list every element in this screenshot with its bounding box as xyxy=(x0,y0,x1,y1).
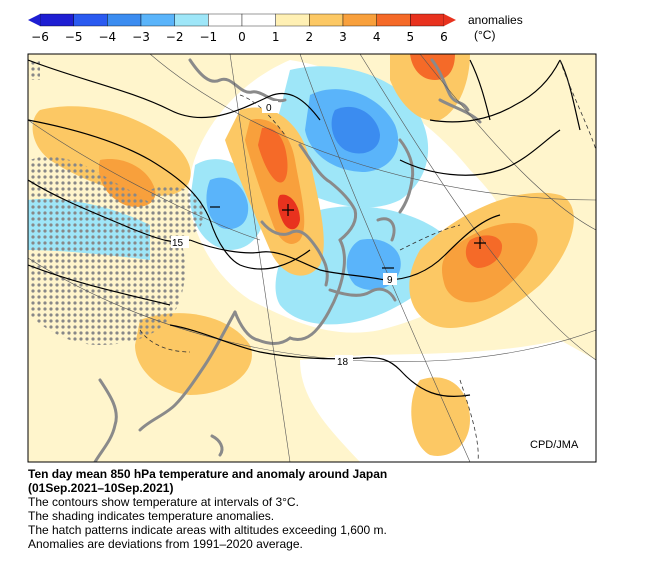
caption-line-shading: The shading indicates temperature anomal… xyxy=(28,509,275,523)
warm-anomaly-korea-peak xyxy=(277,194,300,230)
caption-line-baseline: Anomalies are deviations from 1991–2020 … xyxy=(28,537,303,551)
cold-anomaly-north-center xyxy=(331,106,380,154)
contour-labels: 0 9 15 18 xyxy=(171,101,397,368)
colorbar-right-arrow xyxy=(444,14,456,26)
contour-label-0: 0 xyxy=(266,103,272,114)
colorbar-left-arrow xyxy=(28,14,40,26)
colorbar-tick-label: −4 xyxy=(98,30,117,44)
contour-label-9: 9 xyxy=(387,275,393,286)
caption-period: (01Sep.2021–10Sep.2021) xyxy=(28,481,174,495)
colorbar-tick-label: 4 xyxy=(372,30,381,44)
colorbar-tick-label: 2 xyxy=(305,30,314,44)
anomaly-colorbar xyxy=(28,13,456,27)
colorbar-tick-label: 5 xyxy=(406,30,415,44)
caption: Ten day mean 850 hPa temperature and ano… xyxy=(28,467,628,551)
highland-hatch-north xyxy=(28,60,40,80)
colorbar-tick-label: −5 xyxy=(64,30,83,44)
warm-center-marker xyxy=(282,204,294,216)
colorbar-tick-label: −3 xyxy=(132,30,150,44)
temperature-contours-dashed xyxy=(139,59,596,462)
map-frame xyxy=(27,53,597,463)
cold-anomaly-manchuria-core xyxy=(206,177,249,230)
warm-center-marker-pacific xyxy=(474,237,486,249)
colorbar-tick-label: 3 xyxy=(339,30,347,44)
warm-anomaly-mongolia xyxy=(32,106,191,196)
highland-hatch-tibet xyxy=(30,156,186,345)
colorbar-tick-label: 6 xyxy=(440,30,448,44)
contour-label-15: 15 xyxy=(172,238,184,249)
caption-line-hatch: The hatch patterns indicate areas with a… xyxy=(28,523,387,537)
contour-label-18: 18 xyxy=(337,357,349,368)
graticule xyxy=(28,54,596,462)
anomaly-map: 0 9 15 18 xyxy=(27,53,597,463)
caption-title: Ten day mean 850 hPa temperature and ano… xyxy=(28,467,388,481)
warm-anomaly-korea-core xyxy=(258,127,288,183)
caption-line-contours: The contours show temperature at interva… xyxy=(28,495,299,509)
coastlines xyxy=(93,58,482,462)
colorbar-tick-label: 0 xyxy=(238,30,246,44)
legend-unit: (°C) xyxy=(474,28,496,42)
colorbar-tick-label: −1 xyxy=(199,30,218,44)
colorbar-tick-label: −2 xyxy=(165,30,184,44)
colorbar-tick-label: −6 xyxy=(31,30,49,44)
extrema-markers xyxy=(210,204,486,269)
warm-anomaly-kamchatka-core xyxy=(410,54,455,80)
colorbar-tick-label: 1 xyxy=(271,30,280,44)
credit-label: CPD/JMA xyxy=(530,439,579,451)
warm-anomaly-east-china xyxy=(411,377,470,456)
legend-title: anomalies xyxy=(468,13,523,27)
